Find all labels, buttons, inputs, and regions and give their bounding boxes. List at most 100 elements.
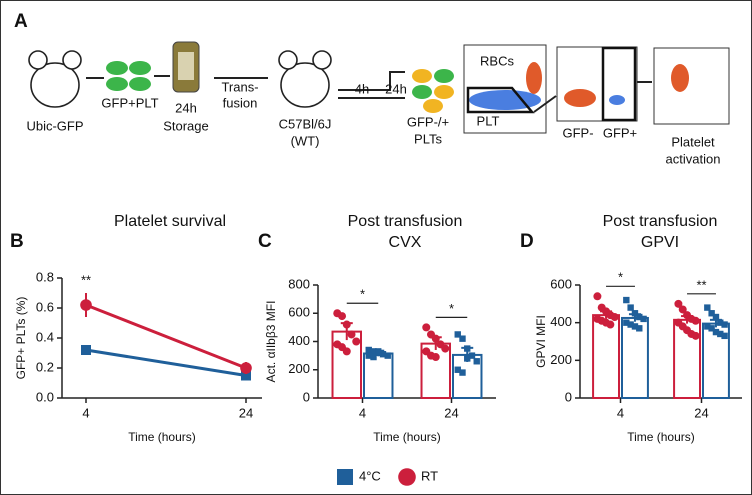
data-point [342,320,351,329]
platelet-icon [106,61,151,91]
annotation: * [618,270,623,285]
data-point [365,352,372,359]
data-point [454,331,461,338]
flow-plot [556,46,638,122]
label: Platelet [671,134,715,149]
data-point [379,351,387,358]
data-point [441,344,450,353]
label: GFP+PLT [101,95,158,110]
gate [466,86,535,114]
x-tick-label: 4 [359,405,366,420]
label: Storage [163,118,209,133]
data-point [708,325,715,332]
label: GFP- [562,125,593,140]
y-tick-label: 400 [550,314,572,329]
flow-density [469,90,541,110]
legend-marker [398,468,416,486]
data-point [464,355,471,362]
data-point [708,310,715,317]
label: PLTs [414,131,442,146]
data-point [712,313,720,321]
annotation: * [360,287,365,302]
data-point [691,316,700,325]
y-tick-label: 200 [288,361,310,376]
y-tick-label: 0.4 [36,329,54,344]
platelet-icon [412,69,454,113]
data-point [241,370,251,381]
label: 24h [175,100,197,115]
chart-subtitle: CVX [389,234,422,251]
label: fusion [223,95,258,110]
data-point [704,304,711,311]
data-point [240,362,252,374]
data-point [636,325,643,332]
data-point [459,369,466,376]
data-point [593,292,602,301]
data-point [464,345,471,352]
flow-density [564,89,596,107]
data-point [721,321,728,328]
data-point [627,304,634,311]
x-tick-label: 24 [239,405,253,420]
arrow [533,95,557,113]
x-axis-label: Time (hours) [627,430,695,444]
y-tick-label: 200 [550,352,572,367]
data-point [627,321,634,328]
series-line [85,348,247,377]
data-point [365,346,372,354]
arrow [338,71,405,91]
chart-title: Platelet survival [114,213,226,230]
y-tick-label: 0.0 [36,389,54,404]
label: GFP-/+ [407,114,449,129]
label: (WT) [291,133,320,148]
x-tick-label: 24 [694,405,708,420]
chart-title: Post transfusion [603,213,718,230]
panel-letter: C [258,231,272,252]
legend-label: 4°C [359,468,381,483]
annotation: ** [81,272,91,287]
data-point [717,319,724,326]
y-tick-label: 600 [550,276,572,291]
x-tick-label: 24 [444,405,458,420]
legend-label: RT [421,468,438,483]
label: 4h [355,81,369,96]
data-point [473,358,480,365]
label: GFP+ [603,125,637,140]
panel-letter: D [520,231,534,252]
data-point [468,352,476,359]
y-tick-label: 0 [303,389,310,404]
bag-icon [178,52,194,80]
data-point [431,334,440,343]
y-tick-label: 800 [288,276,310,291]
label: RBCs [480,53,514,68]
data-point [370,348,377,355]
y-axis-label: Act. αIIbβ3 MFI [264,301,278,383]
label: C57Bl/6J [279,116,332,131]
data-point [623,296,630,304]
y-tick-label: 600 [288,305,310,320]
data-point [370,353,377,361]
label: Trans- [221,79,258,94]
data-point [80,299,92,311]
x-axis-label: Time (hours) [373,430,441,444]
schematic: A Ubic-GFP GFP+PLT 24h Storage Trans- fu… [14,11,730,166]
panel-letter: B [10,231,24,252]
y-tick-label: 400 [288,333,310,348]
label: Ubic-GFP [26,118,83,133]
data-point [454,366,461,373]
data-point [606,320,615,329]
data-point [342,347,351,356]
chart-subtitle: GPVI [641,234,679,251]
annotation: * [449,301,454,316]
y-axis-label: GPVI MFI [534,315,548,368]
y-tick-label: 0.6 [36,299,54,314]
data-point [431,353,440,362]
data-point [678,305,687,314]
data-point [459,335,466,342]
data-point [422,323,431,332]
label: activation [666,151,721,166]
y-tick-label: 0.8 [36,269,54,284]
data-point [610,313,619,322]
